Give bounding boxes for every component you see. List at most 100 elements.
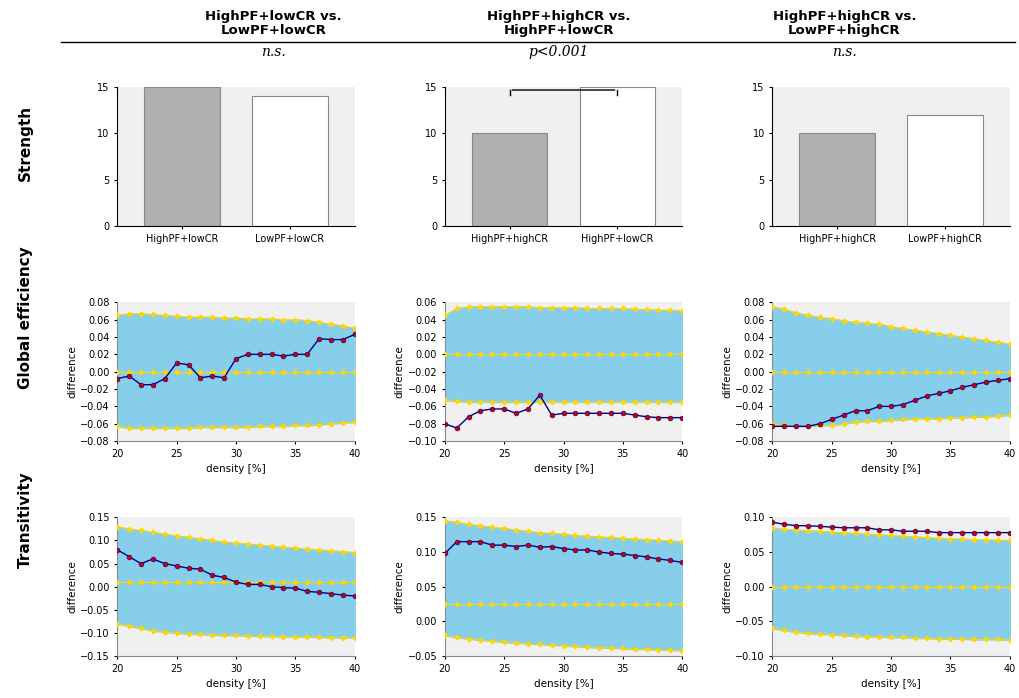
Point [252, 349, 268, 360]
Point [334, 590, 351, 601]
Point [346, 329, 363, 340]
Point [168, 357, 184, 369]
Point [1001, 527, 1017, 538]
Point [252, 579, 268, 590]
Point [918, 390, 934, 401]
Point [484, 403, 500, 415]
Point [882, 401, 899, 412]
Text: LowPF+lowCR: LowPF+lowCR [220, 24, 326, 38]
Point [965, 379, 981, 390]
Point [239, 349, 256, 360]
Text: LowPF+highCR: LowPF+highCR [788, 24, 900, 38]
Text: n.s.: n.s. [261, 45, 285, 59]
Point [157, 373, 173, 384]
Point [590, 408, 606, 419]
Point [299, 349, 315, 360]
Point [543, 410, 559, 421]
Text: HighPF+lowCR: HighPF+lowCR [503, 24, 613, 38]
X-axis label: density [%]: density [%] [533, 464, 593, 474]
Point [811, 418, 827, 429]
Point [204, 570, 220, 581]
Point [472, 405, 488, 416]
Point [882, 524, 899, 535]
Point [109, 544, 125, 556]
Point [788, 520, 804, 531]
Point [311, 333, 327, 344]
Point [227, 577, 244, 588]
Point [847, 405, 863, 416]
Point [448, 536, 465, 547]
Point [788, 421, 804, 432]
Point [531, 542, 547, 553]
Point [763, 421, 780, 432]
Point [988, 527, 1005, 538]
Point [334, 334, 351, 346]
Bar [907, 115, 982, 226]
X-axis label: density [%]: density [%] [533, 679, 593, 690]
Point [507, 408, 524, 419]
Point [590, 547, 606, 558]
Point [121, 551, 138, 563]
Text: Strength: Strength [18, 105, 33, 181]
Bar [799, 133, 874, 226]
Point [918, 526, 934, 537]
Point [858, 405, 874, 416]
Point [180, 359, 197, 371]
Point [204, 371, 220, 382]
Point [626, 410, 642, 421]
Point [216, 572, 232, 583]
Point [775, 519, 792, 530]
Bar [252, 96, 327, 226]
Point [870, 401, 887, 412]
Point [192, 372, 208, 383]
Point [929, 527, 946, 538]
Text: HighPF+highCR vs.: HighPF+highCR vs. [772, 10, 915, 24]
Point [674, 557, 690, 568]
Point [299, 586, 315, 597]
Point [495, 540, 512, 551]
Point [894, 399, 910, 410]
Y-axis label: difference: difference [394, 560, 405, 613]
X-axis label: density [%]: density [%] [860, 679, 920, 690]
Point [145, 379, 161, 390]
Bar [144, 87, 219, 226]
Y-axis label: difference: difference [67, 560, 77, 613]
Point [602, 548, 619, 559]
Point [436, 418, 452, 429]
Point [275, 350, 291, 362]
Point [287, 583, 304, 594]
Point [567, 544, 583, 556]
Point [965, 527, 981, 538]
Point [953, 527, 969, 538]
Point [287, 349, 304, 360]
Point [145, 554, 161, 565]
Point [543, 541, 559, 552]
Point [953, 382, 969, 393]
Point [906, 526, 922, 537]
Point [448, 422, 465, 433]
Point [775, 421, 792, 432]
Point [495, 403, 512, 415]
Point [579, 544, 595, 556]
Point [835, 522, 851, 533]
Point [263, 349, 279, 360]
Bar [579, 87, 654, 226]
Point [180, 563, 197, 574]
Text: p<0.001: p<0.001 [528, 45, 589, 59]
Point [906, 394, 922, 406]
Point [858, 522, 874, 533]
Point [567, 408, 583, 419]
Y-axis label: difference: difference [67, 346, 77, 398]
Point [988, 375, 1005, 386]
Point [822, 521, 839, 533]
Point [157, 558, 173, 569]
Point [555, 408, 572, 419]
Point [661, 412, 678, 423]
Text: HighPF+lowCR vs.: HighPF+lowCR vs. [205, 10, 341, 24]
Point [811, 521, 827, 532]
Point [322, 588, 338, 600]
Point [674, 412, 690, 423]
Point [520, 403, 536, 415]
Point [520, 540, 536, 551]
Text: Global efficiency: Global efficiency [18, 246, 33, 389]
